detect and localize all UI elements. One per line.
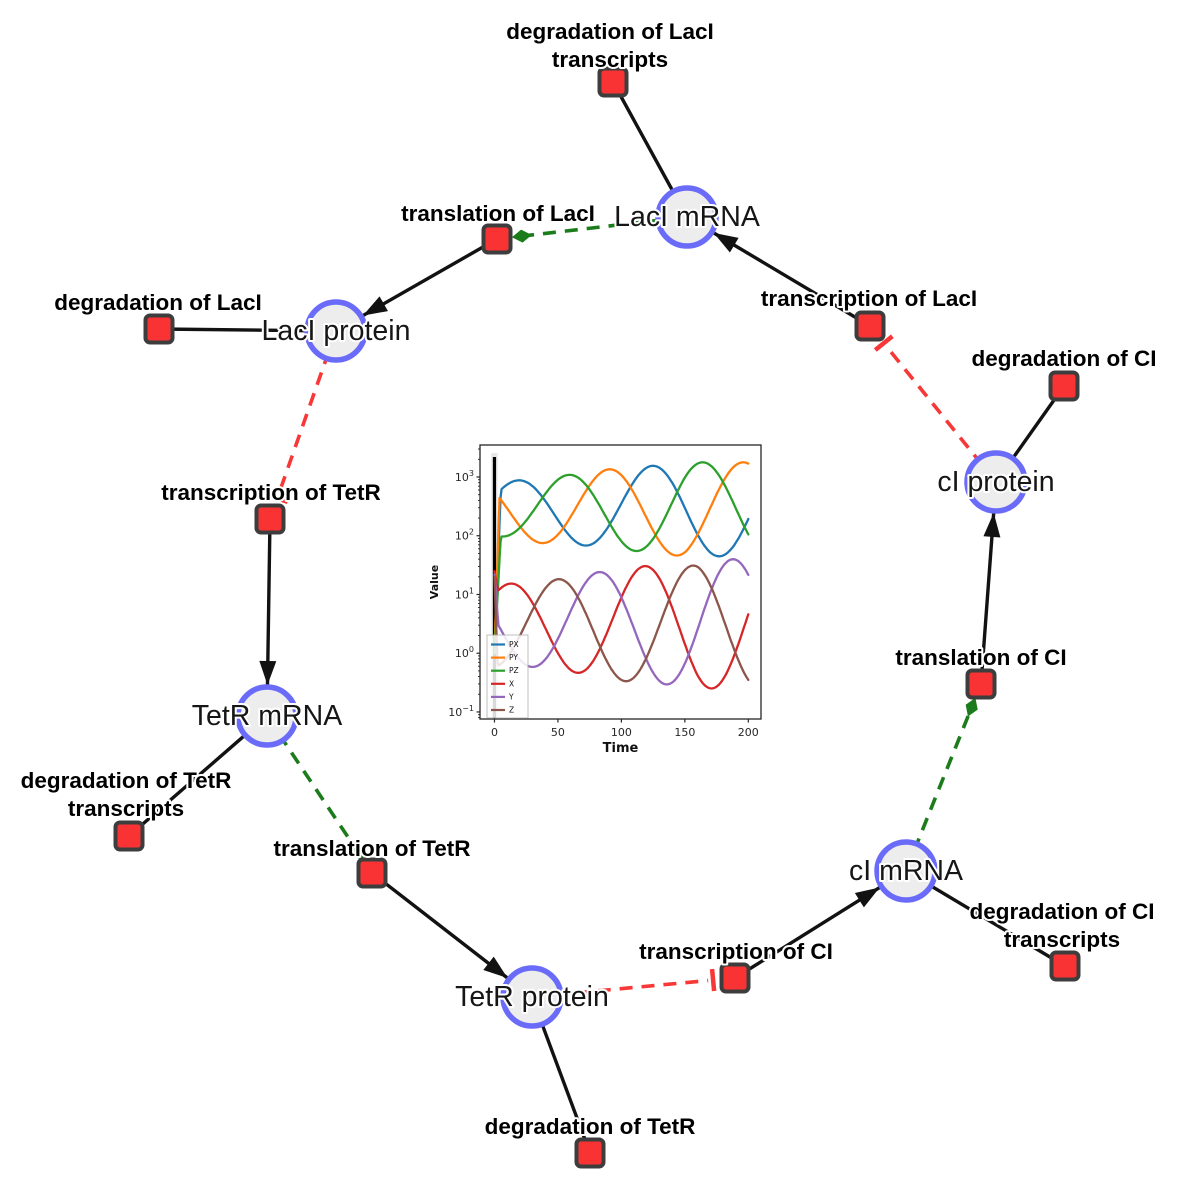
inhibition-tbar-icon (709, 968, 717, 992)
arrowhead-icon (483, 956, 508, 979)
x-tick-label: 200 (738, 726, 759, 739)
inhibition-tbar-icon (873, 334, 894, 352)
reaction-label-deg_ci_tx: degradation of CI (970, 899, 1155, 924)
legend-box (486, 634, 529, 719)
species-label-ci_protein: cI protein (937, 466, 1054, 498)
species-label-tetr_mrna: TetR mRNA (192, 700, 342, 732)
reaction-label-transl_tetr: translation of TetR (273, 836, 470, 861)
reaction-node-transl_tetr (356, 857, 388, 889)
plot-frame (479, 444, 762, 720)
reaction-label-deg_tetr_tx: degradation of TetR (21, 768, 232, 793)
diamond-arrowhead-icon (965, 697, 978, 717)
series-PX (493, 464, 750, 655)
species-node-tetr_protein (500, 965, 564, 1029)
reaction-label-deg_tetr: degradation of TetR (485, 1114, 696, 1139)
arrowhead-icon (983, 512, 1001, 538)
reaction-node-deg_laci (143, 313, 175, 345)
reaction-label-deg_laci_tx: degradation of LacI (506, 19, 714, 44)
reaction-label-tx_ci: transcription of CI (639, 939, 833, 964)
reaction-label-deg_ci_tx: transcripts (1004, 927, 1120, 952)
y-axis-label: Value (428, 565, 441, 599)
reaction-label-deg_laci: degradation of LacI (54, 290, 262, 315)
species-label-ci_mrna: cI mRNA (849, 855, 963, 887)
reaction-label-transl_laci: translation of LacI (401, 201, 595, 226)
y-tick-label: 102 (455, 528, 474, 543)
reaction-node-tx_ci (719, 962, 751, 994)
x-tick-label: 100 (611, 726, 632, 739)
legend-label-Y: Y (508, 692, 514, 701)
legend-label-PY: PY (509, 653, 518, 662)
reaction-node-deg_tetr_tx (113, 820, 145, 852)
legend-label-PZ: PZ (509, 666, 519, 675)
reaction-node-tx_tetr (254, 503, 286, 535)
reaction-label-deg_ci: degradation of CI (972, 346, 1157, 371)
reaction-node-deg_ci (1048, 370, 1080, 402)
arrowhead-icon (362, 296, 388, 316)
legend-label-X: X (509, 679, 514, 688)
reaction-label-tx_tetr: transcription of TetR (161, 480, 381, 505)
series-PZ (493, 461, 750, 655)
reaction-node-deg_tetr (574, 1137, 606, 1169)
x-tick-label: 50 (551, 726, 565, 739)
reaction-label-transl_ci: translation of CI (895, 645, 1066, 670)
series-Z (493, 564, 750, 683)
species-label-tetr_protein: TetR protein (455, 981, 609, 1013)
species-node-laci_mrna (655, 185, 719, 249)
species-node-tetr_mrna (235, 684, 299, 748)
legend-label-Z: Z (509, 706, 514, 715)
inhibition-tbar-icon (266, 492, 289, 505)
arrowhead-icon (713, 232, 739, 253)
series-Y (493, 558, 750, 686)
diamond-arrowhead-icon (511, 229, 532, 243)
arrowhead-icon (854, 887, 880, 908)
y-tick-label: 100 (455, 645, 474, 660)
reaction-label-deg_tetr_tx: transcripts (68, 796, 184, 821)
y-tick-label: 10−1 (448, 704, 474, 719)
species-node-ci_protein (964, 450, 1028, 514)
x-tick-label: 150 (674, 726, 695, 739)
reaction-node-transl_ci (965, 668, 997, 700)
species-label-laci_protein: LacI protein (262, 315, 411, 347)
series-PY (493, 461, 750, 655)
time-series-chart: 103 102 101 100 10−1 0 50 100 150 200 Time Value PX P… (425, 435, 780, 765)
reaction-node-deg_laci_tx (597, 66, 629, 98)
reaction-label-tx_laci: transcription of LacI (761, 286, 977, 311)
diamond-arrowhead-icon (352, 843, 364, 861)
species-node-laci_protein (304, 299, 368, 363)
y-tick-label: 103 (455, 469, 474, 484)
y-tick-label: 101 (455, 586, 474, 601)
x-axis-label: Time (603, 741, 639, 756)
reaction-node-deg_ci_tx (1049, 950, 1081, 982)
arrowhead-icon (259, 660, 277, 686)
reaction-node-transl_laci (481, 223, 513, 255)
reaction-label-deg_laci_tx: transcripts (552, 47, 668, 72)
species-label-laci_mrna: LacI mRNA (614, 201, 760, 233)
reaction-node-tx_laci (854, 310, 886, 342)
time-series-plot: 103 102 101 100 10−1 0 50 100 150 200 Time Value PX P… (428, 444, 762, 756)
x-tick-label: 0 (491, 726, 498, 739)
species-node-ci_mrna (874, 839, 938, 903)
legend-label-PX: PX (509, 640, 519, 649)
